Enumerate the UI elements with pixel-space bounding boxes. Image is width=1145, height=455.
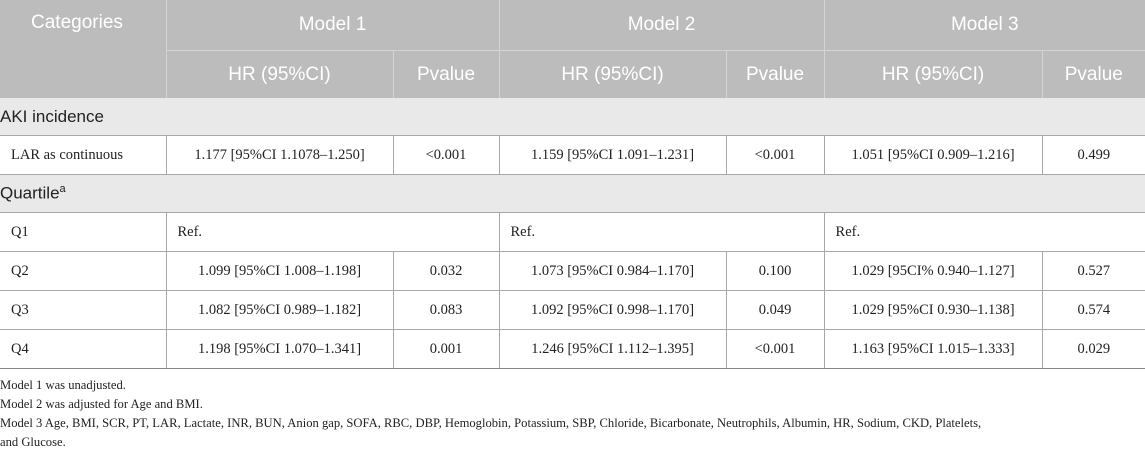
row-label: Q2 [0, 251, 166, 291]
cell-m1-hr: 1.198 [95%CI 1.070–1.341] [165, 329, 393, 369]
cell-m3-hr: 1.029 [95%CI 0.930–1.138] [823, 290, 1043, 330]
cell-m3-p: 0.499 [1041, 135, 1145, 175]
cell-m3-hr: 1.029 [95CI% 0.940–1.127] [823, 251, 1043, 291]
section-quartile-label: Quartile [0, 183, 60, 203]
cell-m2-p: 0.100 [725, 251, 825, 291]
footnote-model-1: Model 1 was unadjusted. [0, 378, 126, 392]
header-hr-model-2: HR (95%CI) [498, 50, 727, 98]
cell-m2-hr: 1.073 [95%CI 0.984–1.170] [498, 251, 727, 291]
section-row-quartile: Quartilea [0, 174, 1145, 213]
header-hr-model-1: HR (95%CI) [165, 50, 393, 98]
cell-m3-hr: 1.163 [95%CI 1.015–1.333] [823, 329, 1043, 369]
cell-m2-hr: 1.246 [95%CI 1.112–1.395] [498, 329, 727, 369]
cell-m1-hr: 1.177 [95%CI 1.1078–1.250] [165, 135, 393, 175]
section-aki-incidence: AKI incidence [0, 98, 1145, 136]
table-footnotes: Model 1 was unadjusted. Model 2 was adju… [0, 376, 1145, 452]
footnote-marker: a [59, 183, 66, 196]
row-label: LAR as continuous [0, 135, 166, 175]
cell-m2-p: <0.001 [725, 329, 825, 369]
table-row-q3: Q3 1.082 [95%CI 0.989–1.182] 0.083 1.092… [0, 290, 1145, 330]
cell-m1-p: 0.083 [392, 290, 500, 330]
row-label: Q3 [0, 290, 166, 330]
cell-m1-ref: Ref. [165, 212, 500, 252]
cell-m2-hr: 1.092 [95%CI 0.998–1.170] [498, 290, 727, 330]
table-row-q2: Q2 1.099 [95%CI 1.008–1.198] 0.032 1.073… [0, 251, 1145, 291]
cell-m1-hr: 1.099 [95%CI 1.008–1.198] [165, 251, 393, 291]
header-p-model-2: Pvalue [725, 50, 825, 98]
section-quartile: Quartilea [0, 174, 1145, 213]
cell-m3-p: 0.029 [1041, 329, 1145, 369]
header-p-model-1: Pvalue [392, 50, 500, 98]
section-row-aki: AKI incidence [0, 98, 1145, 136]
cell-m1-hr: 1.082 [95%CI 0.989–1.182] [165, 290, 393, 330]
cell-m3-ref: Ref. [823, 212, 1145, 252]
table-row-q4: Q4 1.198 [95%CI 1.070–1.341] 0.001 1.246… [0, 329, 1145, 369]
cell-m2-hr: 1.159 [95%CI 1.091–1.231] [498, 135, 727, 175]
cell-m2-p: 0.049 [725, 290, 825, 330]
cell-m3-hr: 1.051 [95%CI 0.909–1.216] [823, 135, 1043, 175]
table-row-lar: LAR as continuous 1.177 [95%CI 1.1078–1.… [0, 135, 1145, 175]
header-model-1: Model 1 [165, 0, 500, 51]
row-label: Q4 [0, 329, 166, 369]
header-hr-model-3: HR (95%CI) [823, 50, 1043, 98]
hazard-ratio-table: Categories Model 1 Model 2 Model 3 HR (9… [0, 0, 1145, 369]
header-p-model-3: Pvalue [1041, 50, 1145, 98]
cell-m3-p: 0.527 [1041, 251, 1145, 291]
cell-m1-p: 0.032 [392, 251, 500, 291]
footnote-model-3: Model 3 Age, BMI, SCR, PT, LAR, Lactate,… [0, 416, 982, 430]
row-label: Q1 [0, 212, 166, 252]
header-model-2: Model 2 [498, 0, 825, 51]
cell-m3-p: 0.574 [1041, 290, 1145, 330]
cell-m2-ref: Ref. [498, 212, 825, 252]
header-row-subcolumns: HR (95%CI) Pvalue HR (95%CI) Pvalue HR (… [0, 50, 1145, 98]
cell-m1-p: <0.001 [392, 135, 500, 175]
cell-m1-p: 0.001 [392, 329, 500, 369]
table-row-q1: Q1 Ref. Ref. Ref. [0, 212, 1145, 252]
header-row-models: Categories Model 1 Model 2 Model 3 [0, 0, 1145, 98]
header-model-3: Model 3 [823, 0, 1145, 51]
header-categories: Categories [0, 0, 166, 98]
cell-m2-p: <0.001 [725, 135, 825, 175]
footnote-model-3-continued: and Glucose. [0, 435, 66, 449]
footnote-model-2: Model 2 was adjusted for Age and BMI. [0, 397, 203, 411]
